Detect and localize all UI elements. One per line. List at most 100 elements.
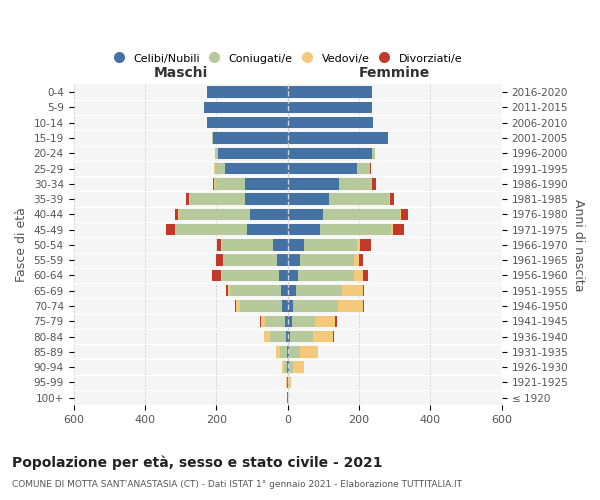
Bar <box>228 285 230 296</box>
Bar <box>287 239 304 250</box>
Bar <box>287 346 289 358</box>
Bar <box>287 117 373 128</box>
Bar <box>221 239 274 250</box>
Bar <box>304 239 357 250</box>
Bar <box>285 316 287 327</box>
Y-axis label: Anni di nascita: Anni di nascita <box>572 198 585 291</box>
Bar <box>264 331 265 342</box>
Bar <box>213 132 287 143</box>
Bar <box>274 239 287 250</box>
Bar <box>208 117 287 128</box>
Bar <box>215 148 218 159</box>
Bar <box>230 285 281 296</box>
Bar <box>389 194 390 205</box>
Bar <box>287 132 388 143</box>
Legend: Celibi/Nubili, Coniugati/e, Vedovi/e, Divorziati/e: Celibi/Nubili, Coniugati/e, Vedovi/e, Di… <box>109 48 467 68</box>
Bar <box>359 254 362 266</box>
Bar <box>360 239 371 250</box>
Bar <box>213 178 214 190</box>
Bar <box>225 163 287 174</box>
Bar <box>287 208 323 220</box>
Bar <box>287 178 340 190</box>
Bar <box>335 316 337 327</box>
Bar <box>245 194 287 205</box>
Bar <box>293 362 304 373</box>
Bar <box>401 208 409 220</box>
Bar <box>287 331 290 342</box>
Bar <box>190 194 245 205</box>
Bar <box>280 346 287 358</box>
Bar <box>357 239 360 250</box>
Bar <box>393 224 404 235</box>
Bar <box>287 285 296 296</box>
Bar <box>391 224 393 235</box>
Bar <box>287 300 293 312</box>
Bar <box>283 362 284 373</box>
Bar <box>340 178 371 190</box>
Bar <box>265 331 270 342</box>
Bar <box>362 300 364 312</box>
Bar <box>277 254 287 266</box>
Bar <box>292 316 315 327</box>
Bar <box>175 208 178 220</box>
Bar <box>298 270 354 281</box>
Bar <box>279 270 287 281</box>
Bar <box>323 208 400 220</box>
Bar <box>260 316 261 327</box>
Bar <box>223 254 277 266</box>
Bar <box>270 331 286 342</box>
Bar <box>333 331 334 342</box>
Bar <box>400 208 401 220</box>
Bar <box>287 376 289 388</box>
Bar <box>293 300 338 312</box>
Bar <box>217 239 221 250</box>
Bar <box>287 194 329 205</box>
Y-axis label: Fasce di età: Fasce di età <box>15 208 28 282</box>
Bar <box>250 208 287 220</box>
Bar <box>287 270 298 281</box>
Bar <box>287 163 357 174</box>
Bar <box>284 362 287 373</box>
Bar <box>300 346 318 358</box>
Bar <box>212 270 221 281</box>
Bar <box>217 254 223 266</box>
Bar <box>226 285 228 296</box>
Bar <box>212 132 213 143</box>
Bar <box>290 331 313 342</box>
Bar <box>296 285 342 296</box>
Bar <box>235 300 236 312</box>
Bar <box>247 224 287 235</box>
Bar <box>218 148 287 159</box>
Bar <box>178 208 179 220</box>
Bar <box>179 208 250 220</box>
Bar <box>204 102 287 113</box>
Bar <box>287 86 371 98</box>
Text: Maschi: Maschi <box>154 66 208 80</box>
Bar <box>371 148 375 159</box>
Bar <box>357 163 370 174</box>
Bar <box>287 362 289 373</box>
Bar <box>236 300 239 312</box>
Bar <box>283 300 287 312</box>
Bar <box>354 270 362 281</box>
Bar <box>276 346 280 358</box>
Bar <box>265 316 285 327</box>
Bar <box>342 285 364 296</box>
Bar <box>245 178 287 190</box>
Bar <box>215 178 245 190</box>
Bar <box>300 254 354 266</box>
Bar <box>287 224 320 235</box>
Bar <box>287 254 300 266</box>
Bar <box>221 270 279 281</box>
Bar <box>208 86 287 98</box>
Bar <box>166 224 175 235</box>
Bar <box>289 376 291 388</box>
Bar <box>313 331 333 342</box>
Bar <box>370 163 371 174</box>
Bar <box>239 300 283 312</box>
Bar <box>281 285 287 296</box>
Bar <box>320 224 391 235</box>
Bar <box>362 270 368 281</box>
Bar <box>286 331 287 342</box>
Bar <box>329 194 389 205</box>
